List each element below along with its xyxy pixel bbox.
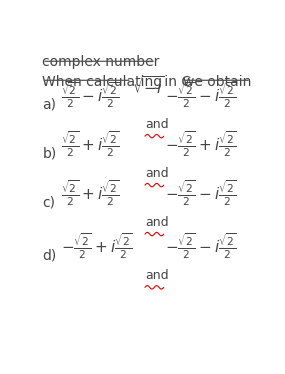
Text: and: and (145, 118, 169, 131)
Text: we obtain: we obtain (182, 75, 251, 89)
Text: $\sqrt{-i}$: $\sqrt{-i}$ (132, 75, 164, 97)
Text: complex number: complex number (42, 55, 160, 69)
Text: $-\frac{\sqrt{2}}{2} - i\frac{\sqrt{2}}{2}$: $-\frac{\sqrt{2}}{2} - i\frac{\sqrt{2}}{… (165, 80, 237, 110)
Text: $-\frac{\sqrt{2}}{2} - i\frac{\sqrt{2}}{2}$: $-\frac{\sqrt{2}}{2} - i\frac{\sqrt{2}}{… (165, 178, 237, 208)
Text: and: and (145, 216, 169, 229)
Text: $-\frac{\sqrt{2}}{2} + i\frac{\sqrt{2}}{2}$: $-\frac{\sqrt{2}}{2} + i\frac{\sqrt{2}}{… (61, 231, 133, 261)
Text: d): d) (42, 248, 56, 262)
Text: a): a) (42, 97, 56, 111)
Text: When calculating: When calculating (42, 75, 167, 89)
Text: in C: in C (160, 75, 196, 89)
Text: $\frac{\sqrt{2}}{2} + i\frac{\sqrt{2}}{2}$: $\frac{\sqrt{2}}{2} + i\frac{\sqrt{2}}{2… (61, 178, 120, 208)
Text: and: and (145, 167, 169, 180)
Text: $-\frac{\sqrt{2}}{2} + i\frac{\sqrt{2}}{2}$: $-\frac{\sqrt{2}}{2} + i\frac{\sqrt{2}}{… (165, 129, 237, 159)
Text: $\frac{\sqrt{2}}{2} + i\frac{\sqrt{2}}{2}$: $\frac{\sqrt{2}}{2} + i\frac{\sqrt{2}}{2… (61, 129, 120, 159)
Text: b): b) (42, 146, 56, 160)
Text: and: and (145, 269, 169, 282)
Text: c): c) (42, 195, 55, 209)
Text: $\frac{\sqrt{2}}{2} - i\frac{\sqrt{2}}{2}$: $\frac{\sqrt{2}}{2} - i\frac{\sqrt{2}}{2… (61, 80, 120, 110)
Text: $-\frac{\sqrt{2}}{2} - i\frac{\sqrt{2}}{2}$: $-\frac{\sqrt{2}}{2} - i\frac{\sqrt{2}}{… (165, 231, 237, 261)
